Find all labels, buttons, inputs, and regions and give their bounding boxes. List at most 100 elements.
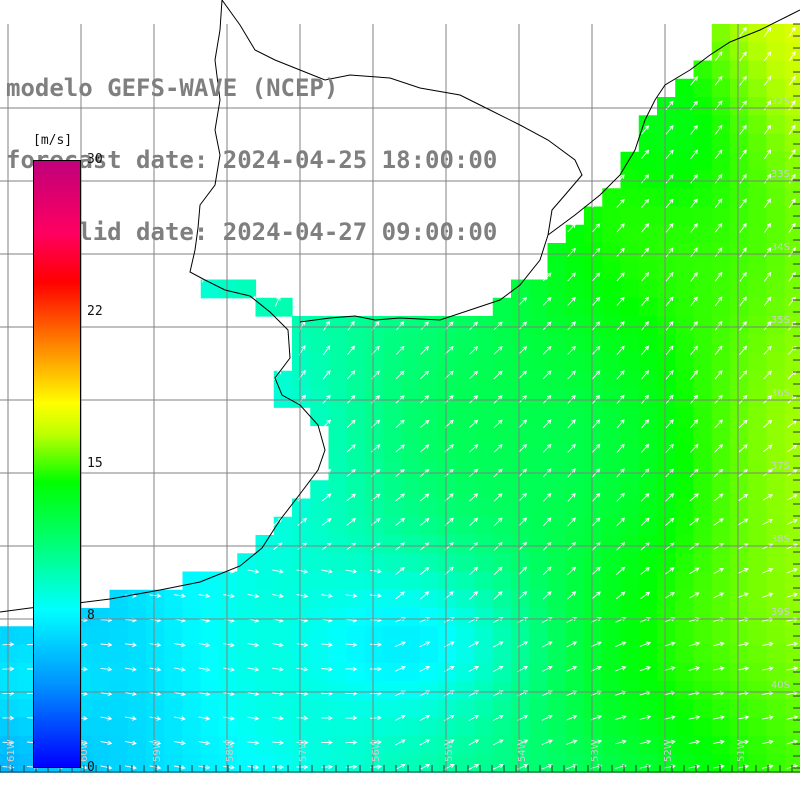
wind-arrow xyxy=(788,149,796,160)
wind-arrow xyxy=(641,223,650,233)
wind-cell xyxy=(401,681,421,700)
wind-cell xyxy=(511,608,530,627)
wind-cell xyxy=(565,407,585,427)
wind-cell xyxy=(547,480,567,500)
wind-cell xyxy=(401,626,421,646)
wind-cell xyxy=(638,297,658,317)
wind-cell xyxy=(529,681,549,700)
wind-arrow xyxy=(296,666,309,672)
wind-cell xyxy=(310,644,330,664)
wind-cell xyxy=(766,206,786,226)
wind-cell xyxy=(657,352,676,372)
wind-cell xyxy=(766,443,786,463)
wind-cell xyxy=(292,589,311,609)
wind-cell xyxy=(675,699,695,719)
wind-arrow xyxy=(641,345,650,356)
wind-cell xyxy=(711,243,731,262)
wind-cell xyxy=(657,535,676,554)
wind-cell xyxy=(693,571,713,591)
wind-arrow xyxy=(616,272,625,282)
wind-cell xyxy=(127,608,147,627)
wind-arrow xyxy=(100,765,113,770)
wind-cell xyxy=(620,498,640,518)
wind-cell xyxy=(657,571,676,591)
wind-cell xyxy=(219,717,238,737)
wind-cell xyxy=(310,389,330,408)
wind-cell xyxy=(127,644,147,664)
wind-cell xyxy=(748,42,768,62)
wind-cell xyxy=(219,699,238,719)
wind-cell xyxy=(711,78,731,98)
wind-cell xyxy=(328,699,348,719)
wind-cell xyxy=(511,681,530,700)
wind-cell xyxy=(18,754,38,773)
wind-cell xyxy=(273,662,293,682)
wind-arrow xyxy=(763,370,772,380)
wind-arrow xyxy=(518,296,528,306)
wind-cell xyxy=(273,370,293,390)
wind-cell xyxy=(565,644,585,664)
wind-arrow xyxy=(149,765,162,770)
wind-arrow xyxy=(321,569,333,574)
wind-cell xyxy=(638,699,658,719)
wind-cell xyxy=(273,717,293,737)
wind-cell xyxy=(328,316,348,335)
wind-cell xyxy=(693,60,713,80)
wind-cell xyxy=(383,516,403,536)
wind-cell xyxy=(730,535,749,554)
wind-cell xyxy=(693,662,713,682)
wind-arrow xyxy=(468,714,480,721)
wind-cell xyxy=(730,261,749,281)
wind-arrow xyxy=(615,715,627,721)
wind-cell xyxy=(675,243,695,262)
wind-cell xyxy=(164,626,184,646)
lon-label: 56W xyxy=(371,739,382,762)
wind-cell xyxy=(620,297,640,317)
wind-arrow xyxy=(788,271,796,282)
wind-cell xyxy=(292,644,311,664)
wind-cell xyxy=(784,626,800,646)
wind-arrow xyxy=(616,345,625,355)
wind-arrow xyxy=(322,419,332,429)
wind-cell xyxy=(638,735,658,755)
wind-arrow xyxy=(518,443,528,453)
wind-cell xyxy=(292,334,311,354)
wind-arrow xyxy=(493,444,503,453)
wind-arrow xyxy=(320,642,333,648)
wind-cell xyxy=(492,662,512,682)
wind-cell xyxy=(602,206,622,226)
wind-cell xyxy=(18,626,38,646)
wind-cell xyxy=(255,644,275,664)
wind-cell xyxy=(693,608,713,627)
wind-cell xyxy=(693,443,713,463)
wind-cell xyxy=(292,553,311,573)
wind-arrow xyxy=(198,691,211,697)
wind-cell xyxy=(547,699,567,719)
wind-cell xyxy=(237,589,257,609)
wind-cell xyxy=(766,425,786,445)
wind-cell xyxy=(292,608,311,627)
wind-cell xyxy=(638,206,658,226)
wind-cell xyxy=(182,717,202,737)
wind-cell xyxy=(273,589,293,609)
wind-cell xyxy=(693,644,713,664)
wind-cell xyxy=(693,78,713,98)
wind-arrow xyxy=(786,592,799,598)
wind-cell xyxy=(620,151,640,171)
wind-arrow xyxy=(297,493,307,502)
wind-cell xyxy=(784,699,800,719)
wind-cell xyxy=(365,644,384,664)
wind-arrow xyxy=(567,566,577,576)
wind-arrow xyxy=(665,443,674,453)
wind-cell xyxy=(91,699,111,719)
wind-cell xyxy=(547,425,567,445)
wind-cell xyxy=(657,170,676,189)
wind-cell xyxy=(438,407,457,427)
wind-arrow xyxy=(420,321,429,331)
wind-cell xyxy=(219,735,238,755)
wind-cell xyxy=(584,571,603,591)
wind-arrow xyxy=(322,345,331,356)
wind-cell xyxy=(91,608,111,627)
wind-cell xyxy=(511,334,530,354)
wind-arrow xyxy=(395,591,405,600)
